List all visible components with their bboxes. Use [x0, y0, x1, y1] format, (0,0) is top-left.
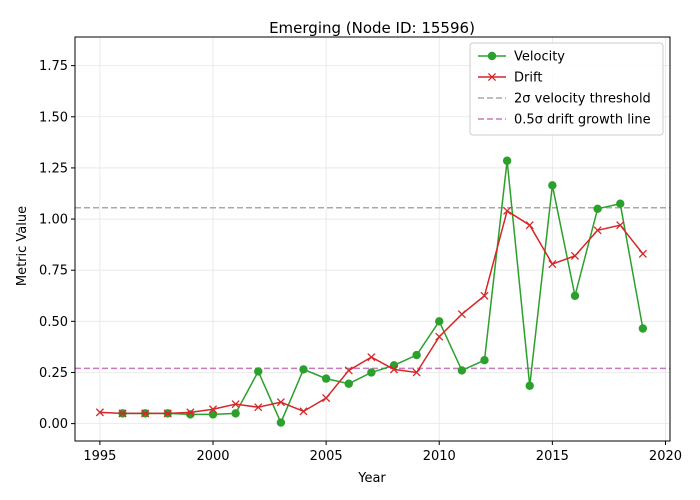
drift-data-point	[299, 407, 308, 416]
velocity-data-point	[412, 350, 421, 360]
y-tick-label: 1.25	[39, 161, 68, 176]
velocity-data-point	[321, 374, 331, 383]
plot-frame	[74, 36, 671, 442]
drift-data-point	[389, 365, 399, 374]
drift-data-point	[480, 291, 489, 300]
y-axis-label: Metric Value	[15, 206, 30, 286]
x-tick-label: 2010	[423, 449, 456, 464]
y-tick-label: 0.50	[39, 315, 68, 330]
velocity-data-point	[276, 418, 286, 427]
drift-data-point	[457, 310, 466, 319]
legend: Velocity Drift 2σ velocity threshold 0.5σ d…	[469, 42, 664, 136]
velocity-data-point	[435, 317, 444, 326]
velocity-data-point	[548, 181, 557, 190]
reference-lines	[75, 207, 670, 370]
velocity-data-point	[593, 204, 602, 214]
drift-data-point	[118, 409, 127, 418]
drift-data-point	[548, 259, 557, 269]
drift-data-point	[186, 408, 195, 417]
x-tick-label: 1995	[83, 449, 116, 464]
x-tick-label: 2000	[196, 449, 229, 464]
velocity-data-point	[502, 156, 512, 165]
velocity-data-point	[254, 367, 263, 376]
velocity-data-point	[638, 324, 648, 333]
drift-data-point	[638, 249, 647, 258]
legend-marker-drift	[487, 72, 497, 82]
velocity-data-point	[299, 365, 308, 374]
x-tick-label: 2015	[536, 449, 569, 464]
axis-ticks: 1995 2000 2005 2010 2015 2020 0.00 0.25 0.50 0.75…	[39, 59, 682, 464]
drift-data-point	[503, 206, 512, 215]
x-axis-label: Year	[357, 471, 386, 486]
velocity-data-point	[457, 366, 467, 375]
drift-data-point	[344, 366, 353, 375]
drift-data-point	[570, 251, 580, 260]
legend-box	[469, 42, 664, 136]
velocity-data-point	[480, 356, 489, 365]
drift-data-point	[616, 221, 625, 230]
y-tick-label: 1.00	[39, 213, 68, 228]
drift-data-point	[141, 409, 150, 418]
x-tick-label: 2005	[310, 449, 343, 464]
y-tick-label: 1.75	[39, 59, 68, 74]
legend-label-velocity: Velocity	[514, 50, 565, 65]
drift-data-point	[254, 403, 263, 412]
velocity-data-point	[570, 291, 580, 300]
drift-series-line	[99, 209, 644, 415]
legend-label-0-5-drift-growth-line: 0.5σ drift growth line	[514, 113, 651, 128]
x-tick-label: 2020	[649, 449, 682, 464]
y-tick-label: 1.50	[39, 110, 68, 125]
legend-label-2-velocity-threshold: 2σ velocity threshold	[514, 92, 651, 107]
drift-data-point	[208, 405, 218, 414]
drift-data-point	[163, 409, 172, 418]
y-tick-label: 0.00	[39, 417, 68, 432]
legend-marker-velocity	[487, 51, 497, 61]
velocity-data-point	[231, 409, 240, 418]
drift-data-point	[322, 393, 331, 403]
series	[95, 156, 648, 427]
drift-data-point	[367, 353, 376, 362]
y-tick-label: 0.25	[39, 366, 68, 381]
legend-label-drift: Drift	[514, 71, 542, 86]
drift-data-point	[435, 332, 444, 341]
drift-data-point	[525, 221, 534, 230]
drift-data-point	[412, 368, 421, 377]
drift-data-point	[276, 398, 285, 407]
velocity-data-point	[344, 379, 353, 388]
chart-title: Emerging (Node ID: 15596)	[269, 19, 475, 37]
drift-data-point	[593, 226, 602, 235]
velocity-data-point	[616, 199, 625, 208]
velocity-series-line	[122, 160, 644, 425]
y-tick-label: 0.75	[39, 264, 68, 279]
velocity-data-point	[367, 368, 376, 377]
drift-data-point	[231, 400, 240, 409]
velocity-data-point	[525, 381, 534, 390]
drift-data-point	[95, 408, 104, 417]
